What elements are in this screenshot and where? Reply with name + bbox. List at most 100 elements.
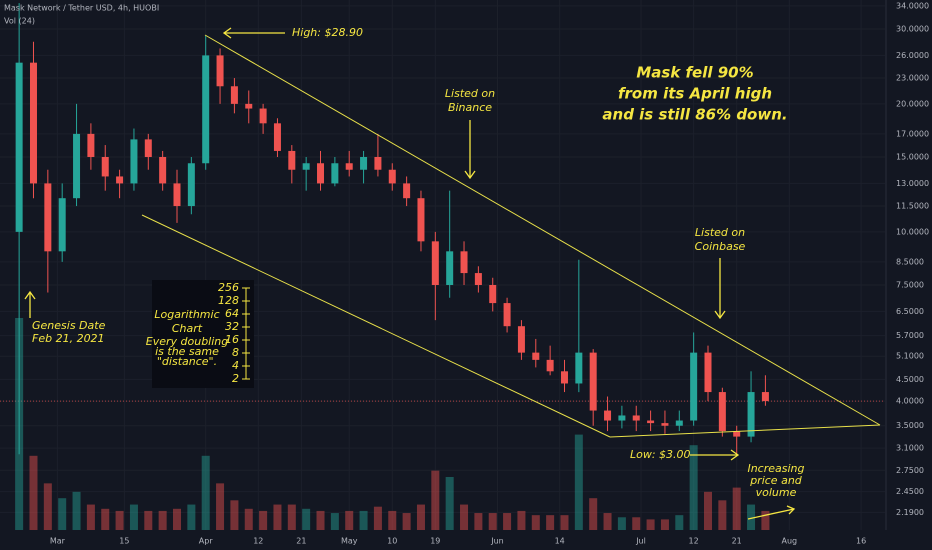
candle-body <box>331 163 339 184</box>
candle-layer <box>15 3 769 455</box>
volume-bar <box>646 519 655 530</box>
volume-bar <box>574 434 583 530</box>
x-tick-label: 15 <box>119 537 129 546</box>
volume-label: Vol (24) <box>4 17 35 26</box>
volume-bar <box>761 510 770 530</box>
volume-bar <box>675 515 684 530</box>
volume-bar <box>517 510 526 530</box>
candle-body <box>216 55 224 87</box>
chart-title: Mask Network / Tether USD, 4h, HUOBI <box>4 4 159 13</box>
candle-body <box>503 303 511 327</box>
annotation: price and <box>749 474 803 487</box>
candle-body <box>403 183 411 199</box>
log-box-tick-label: 16 <box>225 333 239 346</box>
y-tick-label: 7.5000 <box>896 280 924 289</box>
log-box-tick-label: 2 <box>232 372 239 385</box>
volume-bar <box>531 515 540 530</box>
candle-body <box>259 108 267 124</box>
volume-bar <box>388 510 397 530</box>
volume-bar <box>617 517 626 530</box>
y-tick-label: 4.5000 <box>896 375 924 384</box>
annotation: from its April high <box>618 85 772 103</box>
volume-bar <box>589 498 598 530</box>
annotation: Coinbase <box>695 240 746 253</box>
y-tick-label: 5.1000 <box>896 352 924 361</box>
volume-bar <box>747 504 756 530</box>
annotation: and is still 86% down. <box>602 106 787 124</box>
candle-body <box>460 251 468 274</box>
arrow <box>222 27 285 39</box>
volume-bar <box>101 508 110 530</box>
y-tick-label: 23.0000 <box>896 74 929 83</box>
candle-body <box>489 284 497 304</box>
x-tick-label: 12 <box>253 537 263 546</box>
arrows <box>24 27 796 520</box>
volume-bar <box>560 515 569 530</box>
x-tick-label: May <box>341 537 358 546</box>
volume-bar <box>173 508 181 530</box>
volume-bar <box>29 455 38 530</box>
candle-body <box>388 169 396 184</box>
candle-body <box>159 156 167 184</box>
x-tick-label: Apr <box>199 537 214 546</box>
volume-bar <box>373 506 382 530</box>
y-tick-label: 34.0000 <box>896 1 929 10</box>
volume-bar <box>603 513 612 530</box>
volume-bar <box>259 510 268 530</box>
volume-bar <box>460 504 469 530</box>
volume-bar <box>115 510 124 530</box>
candle-body <box>187 163 195 207</box>
volume-bar <box>546 515 555 530</box>
volume-bar <box>431 470 440 530</box>
volume-layer <box>15 318 770 530</box>
x-tick-label: Aug <box>782 537 798 546</box>
volume-bar <box>689 445 698 530</box>
y-tick-label: 3.5000 <box>896 421 924 430</box>
candle-body <box>604 410 612 421</box>
volume-bar <box>445 477 454 530</box>
candle-body <box>632 415 640 421</box>
volume-bar <box>345 510 354 530</box>
arrow <box>690 449 740 461</box>
x-tick-label: 19 <box>430 537 440 546</box>
volume-bar <box>86 504 95 530</box>
volume-bar <box>129 504 138 530</box>
volume-bar <box>230 500 239 530</box>
log-box-tick-label: 8 <box>232 346 239 359</box>
y-tick-label: 2.7500 <box>896 466 924 475</box>
log-box-note: "distance". <box>157 355 217 368</box>
y-tick-label: 3.1000 <box>896 444 924 453</box>
log-box-tick-label: 64 <box>225 307 239 320</box>
log-box-note: Every doubling <box>146 335 229 348</box>
x-tick-label: Jun <box>490 537 504 546</box>
candle-body <box>173 183 181 207</box>
arrow <box>24 290 36 318</box>
candle-body <box>690 352 698 421</box>
candle-body <box>202 55 210 164</box>
candle-body <box>704 352 712 393</box>
annotation: Genesis Date <box>32 319 106 332</box>
volume-bar <box>503 513 512 530</box>
candle-body <box>317 163 325 184</box>
volume-bar <box>287 504 296 530</box>
trend-lines <box>141 34 881 438</box>
candle-body <box>73 133 81 199</box>
volume-bar <box>302 508 311 530</box>
candle-body <box>618 415 626 421</box>
y-tick-label: 4.0000 <box>896 397 924 406</box>
log-box-tick-label: 4 <box>232 359 239 372</box>
candle-body <box>58 198 66 252</box>
candle-body <box>273 123 281 151</box>
volume-bar <box>488 513 497 530</box>
candle-body <box>661 423 669 426</box>
candle-body <box>29 62 37 184</box>
candle-body <box>288 150 296 170</box>
candle-body <box>733 431 741 437</box>
y-tick-label: 5.7000 <box>896 331 924 340</box>
y-tick-label: 11.5000 <box>896 202 929 211</box>
candle-body <box>360 156 368 170</box>
volume-bar <box>732 487 741 530</box>
volume-bar <box>330 513 339 530</box>
